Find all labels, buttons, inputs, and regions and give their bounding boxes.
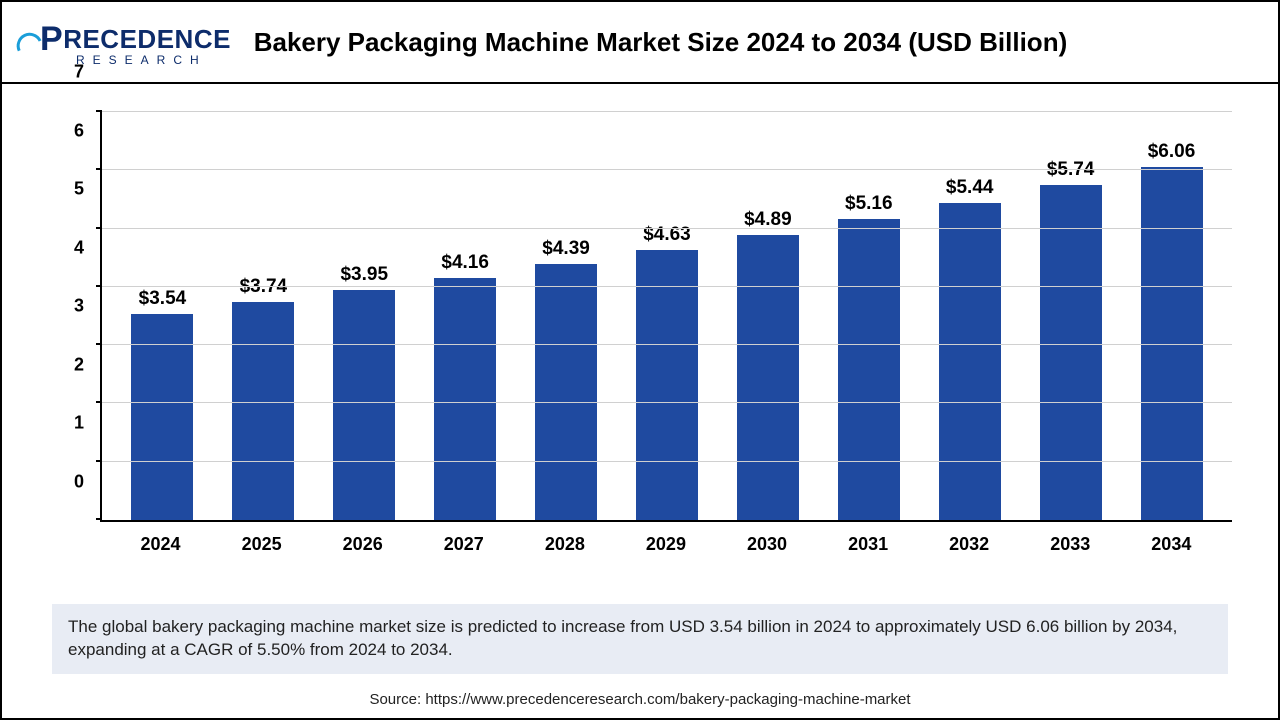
bar-value-label: $3.95 bbox=[340, 264, 388, 286]
y-tick: 5 bbox=[74, 179, 84, 200]
bar-column: $4.63 bbox=[617, 112, 717, 520]
source-line: Source: https://www.precedenceresearch.c… bbox=[2, 691, 1278, 708]
chart-area: 01234567 $3.54$3.74$3.95$4.16$4.39$4.63$… bbox=[52, 112, 1232, 562]
y-tick: 2 bbox=[74, 354, 84, 375]
x-tick-label: 2026 bbox=[313, 526, 413, 562]
bar-column: $4.16 bbox=[415, 112, 515, 520]
y-tick: 0 bbox=[74, 472, 84, 493]
x-tick-label: 2034 bbox=[1121, 526, 1221, 562]
logo: PRECEDENCE RESEARCH bbox=[10, 18, 231, 67]
bars-container: $3.54 $3.74 $3.95 $4.16 $4.39 $4.63$4.89 $5.16… bbox=[102, 112, 1232, 520]
grid-line bbox=[102, 344, 1232, 345]
logo-sub: RESEARCH bbox=[40, 53, 231, 67]
bar-value-label: $6.06 bbox=[1148, 141, 1196, 163]
y-axis: 01234567 bbox=[52, 112, 92, 522]
y-tick-mark bbox=[96, 168, 102, 170]
bar-value-label: $3.74 bbox=[240, 276, 288, 298]
y-tick-mark bbox=[96, 343, 102, 345]
y-tick-mark bbox=[96, 460, 102, 462]
y-tick-mark bbox=[96, 227, 102, 229]
bar-column: $6.06 bbox=[1122, 112, 1222, 520]
bar bbox=[939, 203, 1001, 520]
grid-line bbox=[102, 111, 1232, 112]
y-tick-mark bbox=[96, 285, 102, 287]
grid-line bbox=[102, 228, 1232, 229]
bar-column: $4.89 bbox=[718, 112, 818, 520]
grid-line bbox=[102, 286, 1232, 287]
x-tick-label: 2025 bbox=[212, 526, 312, 562]
bar-value-label: $5.74 bbox=[1047, 159, 1095, 181]
x-tick-label: 2031 bbox=[818, 526, 918, 562]
bar-column: $3.95 bbox=[314, 112, 414, 520]
bar bbox=[434, 278, 496, 520]
y-tick: 3 bbox=[74, 296, 84, 317]
y-tick-mark bbox=[96, 401, 102, 403]
x-tick-label: 2032 bbox=[919, 526, 1019, 562]
bar-value-label: $5.16 bbox=[845, 193, 893, 215]
x-tick-label: 2028 bbox=[515, 526, 615, 562]
caption-box: The global bakery packaging machine mark… bbox=[52, 604, 1228, 674]
x-tick-label: 2030 bbox=[717, 526, 817, 562]
header: PRECEDENCE RESEARCH Bakery Packaging Mac… bbox=[2, 2, 1278, 84]
bar-value-label: $3.54 bbox=[139, 288, 187, 310]
bar-value-label: $4.16 bbox=[441, 252, 489, 274]
y-tick: 1 bbox=[74, 413, 84, 434]
x-tick-label: 2024 bbox=[111, 526, 211, 562]
bar bbox=[333, 290, 395, 520]
bar bbox=[636, 250, 698, 520]
grid-line bbox=[102, 169, 1232, 170]
x-axis-labels: 2024202520262027202820292030203120322033… bbox=[100, 526, 1232, 562]
bar-column: $5.44 bbox=[920, 112, 1020, 520]
y-tick: 7 bbox=[74, 62, 84, 83]
bar-column: $5.16 bbox=[819, 112, 919, 520]
chart-container: PRECEDENCE RESEARCH Bakery Packaging Mac… bbox=[0, 0, 1280, 720]
bar-column: $3.74 bbox=[213, 112, 313, 520]
bar bbox=[232, 302, 294, 520]
bar bbox=[737, 235, 799, 520]
bar-column: $4.39 bbox=[516, 112, 616, 520]
bar-value-label: $4.39 bbox=[542, 238, 590, 260]
plot-area: $3.54 $3.74 $3.95 $4.16 $4.39 $4.63$4.89 $5.16… bbox=[100, 112, 1232, 522]
bar-value-label: $5.44 bbox=[946, 177, 994, 199]
bar bbox=[838, 219, 900, 520]
grid-line bbox=[102, 402, 1232, 403]
y-tick: 6 bbox=[74, 120, 84, 141]
grid-line bbox=[102, 461, 1232, 462]
bar-column: $5.74 bbox=[1021, 112, 1121, 520]
bar bbox=[535, 264, 597, 520]
x-tick-label: 2029 bbox=[616, 526, 716, 562]
chart-title: Bakery Packaging Machine Market Size 202… bbox=[231, 27, 1270, 58]
y-tick-mark bbox=[96, 518, 102, 520]
y-tick: 4 bbox=[74, 237, 84, 258]
y-tick-mark bbox=[96, 110, 102, 112]
x-tick-label: 2033 bbox=[1020, 526, 1120, 562]
bar bbox=[1040, 185, 1102, 520]
x-tick-label: 2027 bbox=[414, 526, 514, 562]
logo-main: PRECEDENCE bbox=[40, 18, 231, 57]
bar-column: $3.54 bbox=[113, 112, 213, 520]
logo-main-text: RECEDENCE bbox=[63, 24, 231, 54]
